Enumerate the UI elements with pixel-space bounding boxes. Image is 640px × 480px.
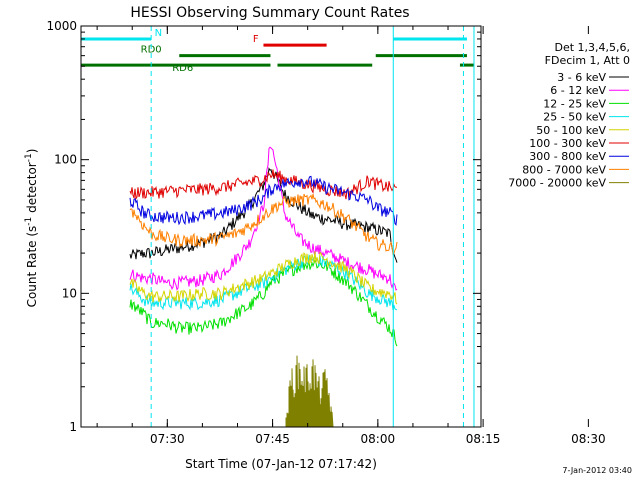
series-layer <box>129 146 398 428</box>
y-axis-label-prefix: Count Rate (s <box>25 226 39 308</box>
chart-title: HESSI Observing Summary Count Rates <box>130 5 409 21</box>
y-axis-label-exp1: -1 <box>24 217 34 226</box>
y-tick-label-1: 1 <box>69 420 77 434</box>
legend-header-line-1: Det 1,3,4,5,6, <box>554 41 630 54</box>
legend-label-4: 25 - 50 keV <box>543 111 606 124</box>
flag-label-rd6: RD6 <box>172 63 193 74</box>
legend: Det 1,3,4,5,6, FDecim 1, Att 0 3 - 6 keV… <box>508 41 630 190</box>
x-axis-label: Start Time (07-Jan-12 07:17:42) <box>185 457 377 471</box>
legend-label-5: 50 - 100 keV <box>536 124 606 137</box>
plot-frame <box>80 25 482 428</box>
flag-label-f: F <box>253 34 259 45</box>
series-line-2 <box>129 146 398 291</box>
x-tick-label-0745: 07:45 <box>255 432 290 446</box>
y-tick-label-1000: 1000 <box>46 19 77 33</box>
legend-label-6: 100 - 300 keV <box>529 137 606 150</box>
legend-label-8: 800 - 7000 keV <box>522 163 606 176</box>
x-tick-label-0830: 08:30 <box>571 432 606 446</box>
flags-layer: N F RD0 RD6 <box>81 28 474 74</box>
y-axis-label: Count Rate (s-1 detector-1) <box>24 149 39 308</box>
y-tick-label-100: 100 <box>54 153 77 167</box>
series-line-5 <box>129 251 398 305</box>
series-line-3 <box>129 259 398 347</box>
legend-label-2: 6 - 12 keV <box>550 84 606 97</box>
x-tick-label-0800: 08:00 <box>361 432 396 446</box>
y-axis-label-exp2: -1 <box>24 153 34 162</box>
flag-label-rd0: RD0 <box>141 45 162 56</box>
legend-label-7: 300 - 800 keV <box>529 150 606 163</box>
flag-label-n: N <box>155 28 162 39</box>
legend-label-1: 3 - 6 keV <box>557 71 606 84</box>
series-line-8 <box>129 193 398 256</box>
legend-header-line-2: FDecim 1, Att 0 <box>545 54 630 67</box>
date-stamp: 7-Jan-2012 03:40 <box>562 466 632 475</box>
legend-label-9: 7000 - 20000 keV <box>508 177 606 190</box>
x-tick-label-0815: 08:15 <box>466 432 501 446</box>
x-tick-label-0730: 07:30 <box>150 432 185 446</box>
y-axis-label-middle: detector <box>25 162 39 217</box>
series-line-7 <box>129 175 398 226</box>
legend-label-3: 12 - 25 keV <box>543 97 606 110</box>
boundary-lines-layer <box>150 26 475 427</box>
y-tick-label-10: 10 <box>62 286 77 300</box>
y-axis-label-suffix: ) <box>25 149 39 154</box>
series-line-6 <box>129 169 397 201</box>
